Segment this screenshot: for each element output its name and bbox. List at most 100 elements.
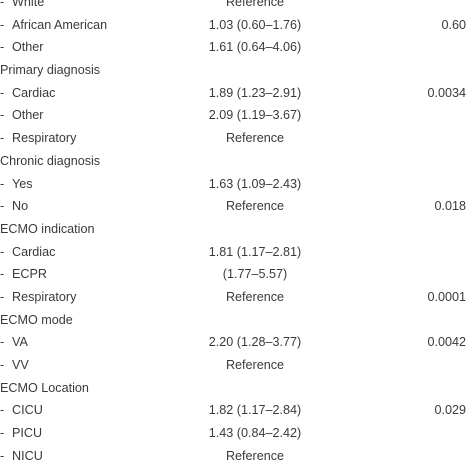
table-section-header: Primary diagnosis: [0, 59, 474, 82]
row-label-text: Primary diagnosis: [0, 63, 101, 78]
section-label: Primary diagnosis: [0, 59, 100, 82]
table-row: - Cardiac 1.89 (1.23–2.91) 0.0034: [0, 82, 474, 105]
odds-ratio-ci-cell: 1.61 (0.64–4.06): [208, 40, 302, 55]
table-row: - VA 2.20 (1.28–3.77) 0.0042: [0, 331, 474, 354]
row-label-text: Other: [12, 108, 44, 123]
row-label: - VV: [0, 354, 29, 377]
row-label-text: ECMO indication: [0, 221, 95, 236]
bullet-dash: -: [0, 244, 5, 259]
row-label-text: Respiratory: [12, 289, 77, 304]
table-row: - PICU 1.43 (0.84–2.42): [0, 422, 474, 445]
bullet-dash: -: [0, 85, 5, 100]
table-row: - CICU 1.82 (1.17–2.84) 0.029: [0, 399, 474, 422]
row-label: - CICU: [0, 399, 43, 422]
table-row: - NICU Reference: [0, 445, 474, 468]
p-value-cell: 0.0001: [427, 289, 466, 304]
row-label: - Yes: [0, 173, 33, 196]
table-row: - Yes 1.63 (1.09–2.43): [0, 173, 474, 196]
odds-ratio-ci-cell: 1.81 (1.17–2.81): [208, 244, 302, 259]
p-value-cell: 0.0034: [427, 85, 466, 100]
row-label-text: Other: [12, 40, 44, 55]
row-label-text: ECPR: [12, 267, 47, 282]
row-label: - African American: [0, 14, 107, 37]
odds-ratio-ci-cell: 1.82 (1.17–2.84): [208, 403, 302, 418]
table-row: - No Reference 0.018: [0, 195, 474, 218]
bullet-dash: -: [0, 176, 5, 191]
row-label-text: Chronic diagnosis: [0, 153, 101, 168]
section-label: ECMO indication: [0, 218, 95, 241]
p-value-cell: 0.0042: [427, 335, 466, 350]
row-label-text: Respiratory: [12, 131, 77, 146]
bullet-dash: -: [0, 403, 5, 418]
bullet-dash: -: [0, 426, 5, 441]
odds-ratio-ci-cell: 2.20 (1.28–3.77): [208, 335, 302, 350]
row-label: - Cardiac: [0, 241, 55, 264]
section-label: Chronic diagnosis: [0, 150, 100, 173]
p-value-cell: 0.029: [434, 403, 466, 418]
bullet-dash: -: [0, 17, 5, 32]
odds-ratio-ci-cell: Reference: [225, 289, 285, 304]
odds-ratio-ci-cell: Reference: [225, 0, 285, 9]
odds-ratio-ci-cell: 1.89 (1.23–2.91): [208, 85, 302, 100]
section-label: ECMO mode: [0, 309, 73, 332]
row-label-text: Cardiac: [12, 244, 56, 259]
row-label: - White: [0, 0, 44, 14]
bullet-dash: -: [0, 0, 5, 9]
bullet-dash: -: [0, 108, 5, 123]
table-section-header: ECMO indication: [0, 218, 474, 241]
bullet-dash: -: [0, 267, 5, 282]
row-label: - Respiratory: [0, 286, 76, 309]
row-label: - Other: [0, 36, 44, 59]
row-label: - Cardiac: [0, 82, 55, 105]
odds-ratio-ci-cell: 1.03 (0.60–1.76): [208, 17, 302, 32]
row-label: - PICU: [0, 422, 42, 445]
table-section-header: Chronic diagnosis: [0, 150, 474, 173]
row-label-text: VV: [12, 358, 29, 372]
row-label-text: Yes: [12, 176, 33, 191]
table-row: - ECPR (1.77–5.57): [0, 263, 474, 286]
odds-ratio-ci-cell: 1.63 (1.09–2.43): [208, 176, 302, 191]
row-label-text: PICU: [12, 426, 43, 441]
bullet-dash: -: [0, 40, 5, 55]
bullet-dash: -: [0, 131, 5, 146]
row-label: - NICU: [0, 445, 43, 468]
bullet-dash: -: [0, 335, 5, 350]
table-section-header: ECMO Location: [0, 377, 474, 400]
p-value-cell: 0.60: [441, 17, 466, 32]
row-label-text: ECMO mode: [0, 312, 73, 327]
bullet-dash: -: [0, 448, 5, 463]
table-row: - Respiratory Reference 0.0001: [0, 286, 474, 309]
odds-ratio-ci-cell: Reference: [225, 199, 285, 214]
table-row: - VV Reference: [0, 354, 474, 377]
row-label-text: African American: [12, 17, 108, 32]
table-row: - White Reference: [0, 0, 474, 14]
odds-ratio-ci-cell: 2.09 (1.19–3.67): [208, 108, 302, 123]
row-label: - ECPR: [0, 263, 47, 286]
row-label-text: White: [12, 0, 45, 9]
row-label-text: CICU: [12, 403, 43, 418]
odds-ratio-ci-cell: (1.77–5.57): [222, 267, 288, 282]
table-row: - Other 1.61 (0.64–4.06): [0, 36, 474, 59]
bullet-dash: -: [0, 358, 5, 372]
row-label: - No: [0, 195, 28, 218]
row-label-text: VA: [12, 335, 28, 350]
odds-ratio-ci-cell: Reference: [225, 131, 285, 146]
odds-ratio-ci-cell: 1.43 (0.84–2.42): [208, 426, 302, 441]
odds-ratio-ci-cell: Reference: [225, 448, 285, 463]
table-section-header: ECMO mode: [0, 309, 474, 332]
row-label-text: NICU: [12, 448, 43, 463]
row-label-text: Cardiac: [12, 85, 56, 100]
p-value-cell: 0.018: [434, 199, 466, 214]
odds-ratio-ci-cell: Reference: [225, 358, 285, 372]
bullet-dash: -: [0, 199, 5, 214]
table-row: - Respiratory Reference: [0, 127, 474, 150]
bullet-dash: -: [0, 289, 5, 304]
row-label: - Respiratory: [0, 127, 76, 150]
section-label: ECMO Location: [0, 377, 89, 400]
row-label-text: ECMO Location: [0, 380, 89, 395]
table-row: - African American 1.03 (0.60–1.76) 0.60: [0, 14, 474, 37]
table-row: - Cardiac 1.81 (1.17–2.81): [0, 241, 474, 264]
row-label-text: No: [12, 199, 29, 214]
table-row: - Other 2.09 (1.19–3.67): [0, 104, 474, 127]
